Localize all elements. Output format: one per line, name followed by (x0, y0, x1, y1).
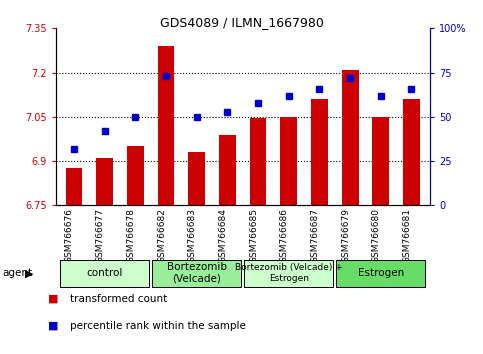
Text: GSM766685: GSM766685 (249, 208, 258, 263)
Text: ■: ■ (48, 321, 59, 331)
Text: GSM766680: GSM766680 (372, 208, 381, 263)
Text: ■: ■ (48, 294, 59, 304)
Text: percentile rank within the sample: percentile rank within the sample (70, 321, 246, 331)
Text: Estrogen: Estrogen (357, 268, 404, 278)
Bar (188, 152, 205, 205)
Text: transformed count: transformed count (70, 294, 167, 304)
Text: GSM766683: GSM766683 (188, 208, 197, 263)
Bar (341, 70, 358, 205)
Text: GDS4089 / ILMN_1667980: GDS4089 / ILMN_1667980 (159, 16, 324, 29)
Text: Bortezomib (Velcade) +
Estrogen: Bortezomib (Velcade) + Estrogen (235, 263, 342, 282)
Text: GSM766677: GSM766677 (96, 208, 105, 263)
Text: agent: agent (2, 268, 32, 278)
Bar (157, 46, 174, 205)
Text: GSM766676: GSM766676 (65, 208, 74, 263)
Text: ▶: ▶ (25, 268, 34, 278)
Text: GSM766682: GSM766682 (157, 208, 166, 263)
Text: Bortezomib
(Velcade): Bortezomib (Velcade) (167, 262, 227, 284)
Bar (403, 99, 420, 205)
Bar (96, 158, 113, 205)
Text: GSM766679: GSM766679 (341, 208, 350, 263)
Bar (127, 146, 144, 205)
FancyBboxPatch shape (60, 260, 149, 287)
FancyBboxPatch shape (244, 260, 333, 287)
Text: GSM766678: GSM766678 (127, 208, 135, 263)
Bar (280, 117, 297, 205)
FancyBboxPatch shape (336, 260, 425, 287)
FancyBboxPatch shape (152, 260, 241, 287)
Bar (372, 117, 389, 205)
Text: GSM766686: GSM766686 (280, 208, 289, 263)
Bar (219, 135, 236, 205)
Bar (311, 99, 328, 205)
Bar (66, 169, 83, 205)
Text: GSM766681: GSM766681 (402, 208, 412, 263)
Text: GSM766684: GSM766684 (218, 208, 227, 263)
Text: GSM766687: GSM766687 (311, 208, 319, 263)
Bar (250, 118, 267, 205)
Text: control: control (86, 268, 123, 278)
